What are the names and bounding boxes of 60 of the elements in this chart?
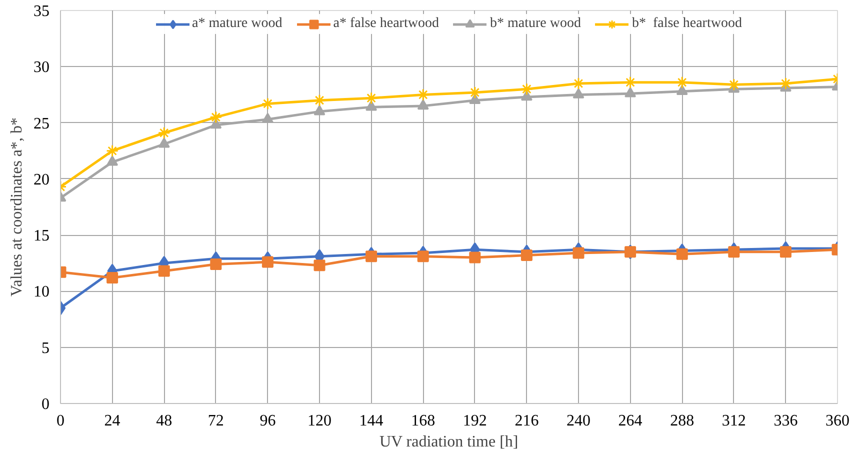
point (106, 144, 119, 158)
point (210, 258, 222, 270)
point (262, 112, 274, 124)
legend-label: b* false heartwood (632, 16, 742, 32)
y-tick-label: 30 (34, 59, 50, 76)
y-axis-title: Values at coordinates a*, b* (8, 117, 26, 297)
x-tick-label: 216 (514, 412, 539, 430)
x-tick-label: 288 (670, 412, 694, 430)
x-tick-label: 168 (411, 412, 436, 430)
point (261, 97, 274, 110)
point (520, 90, 532, 101)
y-tick-label: 15 (34, 228, 50, 245)
x-tick-label: 144 (359, 412, 384, 430)
point (158, 138, 170, 148)
point (520, 250, 532, 262)
y-tick-label: 10 (34, 284, 50, 301)
x-tick-label: 72 (208, 412, 224, 430)
point (314, 105, 326, 116)
point (106, 272, 118, 284)
x-tick-label: 336 (774, 412, 798, 430)
point (520, 82, 533, 96)
point (780, 246, 792, 258)
x-tick-label: 240 (566, 412, 590, 430)
y-tick-label: 5 (42, 340, 50, 357)
legend-label: a* mature wood (192, 16, 282, 32)
x-tick-label: 264 (618, 412, 642, 430)
point (417, 99, 429, 110)
x-tick-label: 120 (308, 412, 332, 430)
point (366, 250, 378, 262)
x-tick-label: 24 (104, 412, 120, 430)
x-tick-label: 312 (722, 412, 746, 430)
x-axis-title: UV radiation time [h] (379, 434, 518, 450)
point (417, 250, 429, 262)
point (210, 118, 222, 129)
point (106, 156, 118, 166)
point (210, 110, 222, 124)
point (158, 265, 170, 277)
point (469, 94, 481, 104)
point (469, 252, 481, 264)
x-tick-label: 0 (56, 412, 64, 430)
y-tick-label: 25 (34, 115, 50, 132)
point (624, 87, 636, 98)
y-tick-label: 35 (34, 3, 50, 20)
point (728, 246, 740, 258)
point (366, 100, 378, 111)
y-tick-label: 20 (34, 171, 50, 188)
x-tick-label: 360 (826, 412, 850, 430)
legend-label: b* mature wood (490, 16, 581, 32)
y-tick-label: 0 (42, 396, 50, 413)
x-tick-label: 48 (156, 412, 172, 430)
legend-label: a* false heartwood (333, 16, 439, 32)
point (158, 126, 170, 140)
point (314, 260, 326, 272)
x-tick-label: 192 (462, 412, 487, 430)
point (676, 248, 688, 260)
point (676, 84, 688, 95)
point (262, 256, 274, 268)
point (572, 247, 584, 259)
point (572, 88, 584, 98)
x-tick-label: 96 (260, 412, 276, 430)
